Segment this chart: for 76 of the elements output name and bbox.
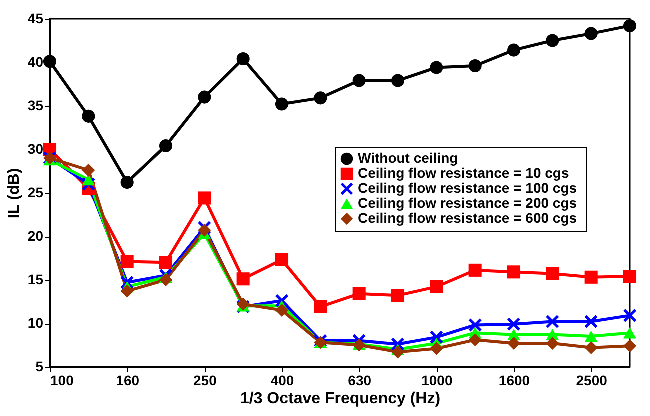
x-tick-label: 160 [116,372,140,388]
y-tick-label: 35 [28,98,44,114]
point [275,253,289,267]
y-tick-label: 5 [36,358,44,374]
point [430,330,444,344]
point [82,110,96,123]
point [314,92,328,105]
point [352,287,366,300]
point [546,336,560,350]
point [430,342,444,356]
y-tick-label: 45 [28,10,44,26]
point [623,327,637,339]
point [159,140,173,153]
point [43,55,57,68]
point [468,264,482,277]
point [507,318,521,331]
legend-label: Ceiling flow resistance = 100 cgs [358,180,578,196]
point [391,289,405,302]
point [236,272,250,286]
point [275,98,289,111]
point [546,34,560,48]
point [82,174,96,186]
y-tick-label: 20 [28,228,44,244]
point [584,270,598,284]
point [507,266,521,279]
point [352,74,366,88]
point [430,61,444,74]
x-axis-title: 1/3 Octave Frequency (Hz) [240,390,441,408]
point [468,318,482,332]
point [391,346,405,359]
point [430,280,444,294]
y-tick-label: 30 [28,141,44,157]
x-tick-label: 1000 [422,372,453,388]
legend-label: Ceiling flow resistance = 10 cgs [358,165,570,181]
point [507,44,521,57]
x-tick-label: 2500 [576,372,608,388]
point [391,74,405,88]
x-tick-label: 100 [50,372,74,388]
point [198,192,212,205]
point [275,304,289,317]
point [623,19,637,32]
y-tick-label: 15 [28,272,44,288]
point [236,298,250,311]
point [623,270,637,284]
legend-label: Without ceiling [358,150,458,166]
point [584,315,598,328]
point [546,267,560,280]
legend-label: Ceiling flow resistance = 600 cgs [358,210,578,226]
y-axis-title: IL (dB) [6,168,23,219]
x-tick-label: 400 [270,372,294,388]
point [546,315,560,328]
point [507,336,521,350]
point [82,164,96,177]
point [120,176,134,190]
y-tick-label: 40 [28,54,44,70]
point [314,300,328,314]
point [120,284,134,298]
point [584,27,598,40]
point [236,52,250,66]
point [198,224,212,237]
point [623,309,637,322]
point [198,90,212,104]
legend-label: Ceiling flow resistance = 200 cgs [358,195,578,211]
y-tick-label: 10 [28,315,44,331]
point [468,334,482,347]
point [623,340,637,353]
point [584,341,598,354]
point [468,59,482,72]
x-tick-label: 250 [193,372,218,388]
point [584,330,598,342]
point [159,256,173,270]
y-tick-label: 25 [28,184,44,200]
point [120,255,134,268]
x-tick-label: 630 [348,372,372,388]
point [159,273,173,287]
x-tick-label: 1600 [498,372,530,388]
